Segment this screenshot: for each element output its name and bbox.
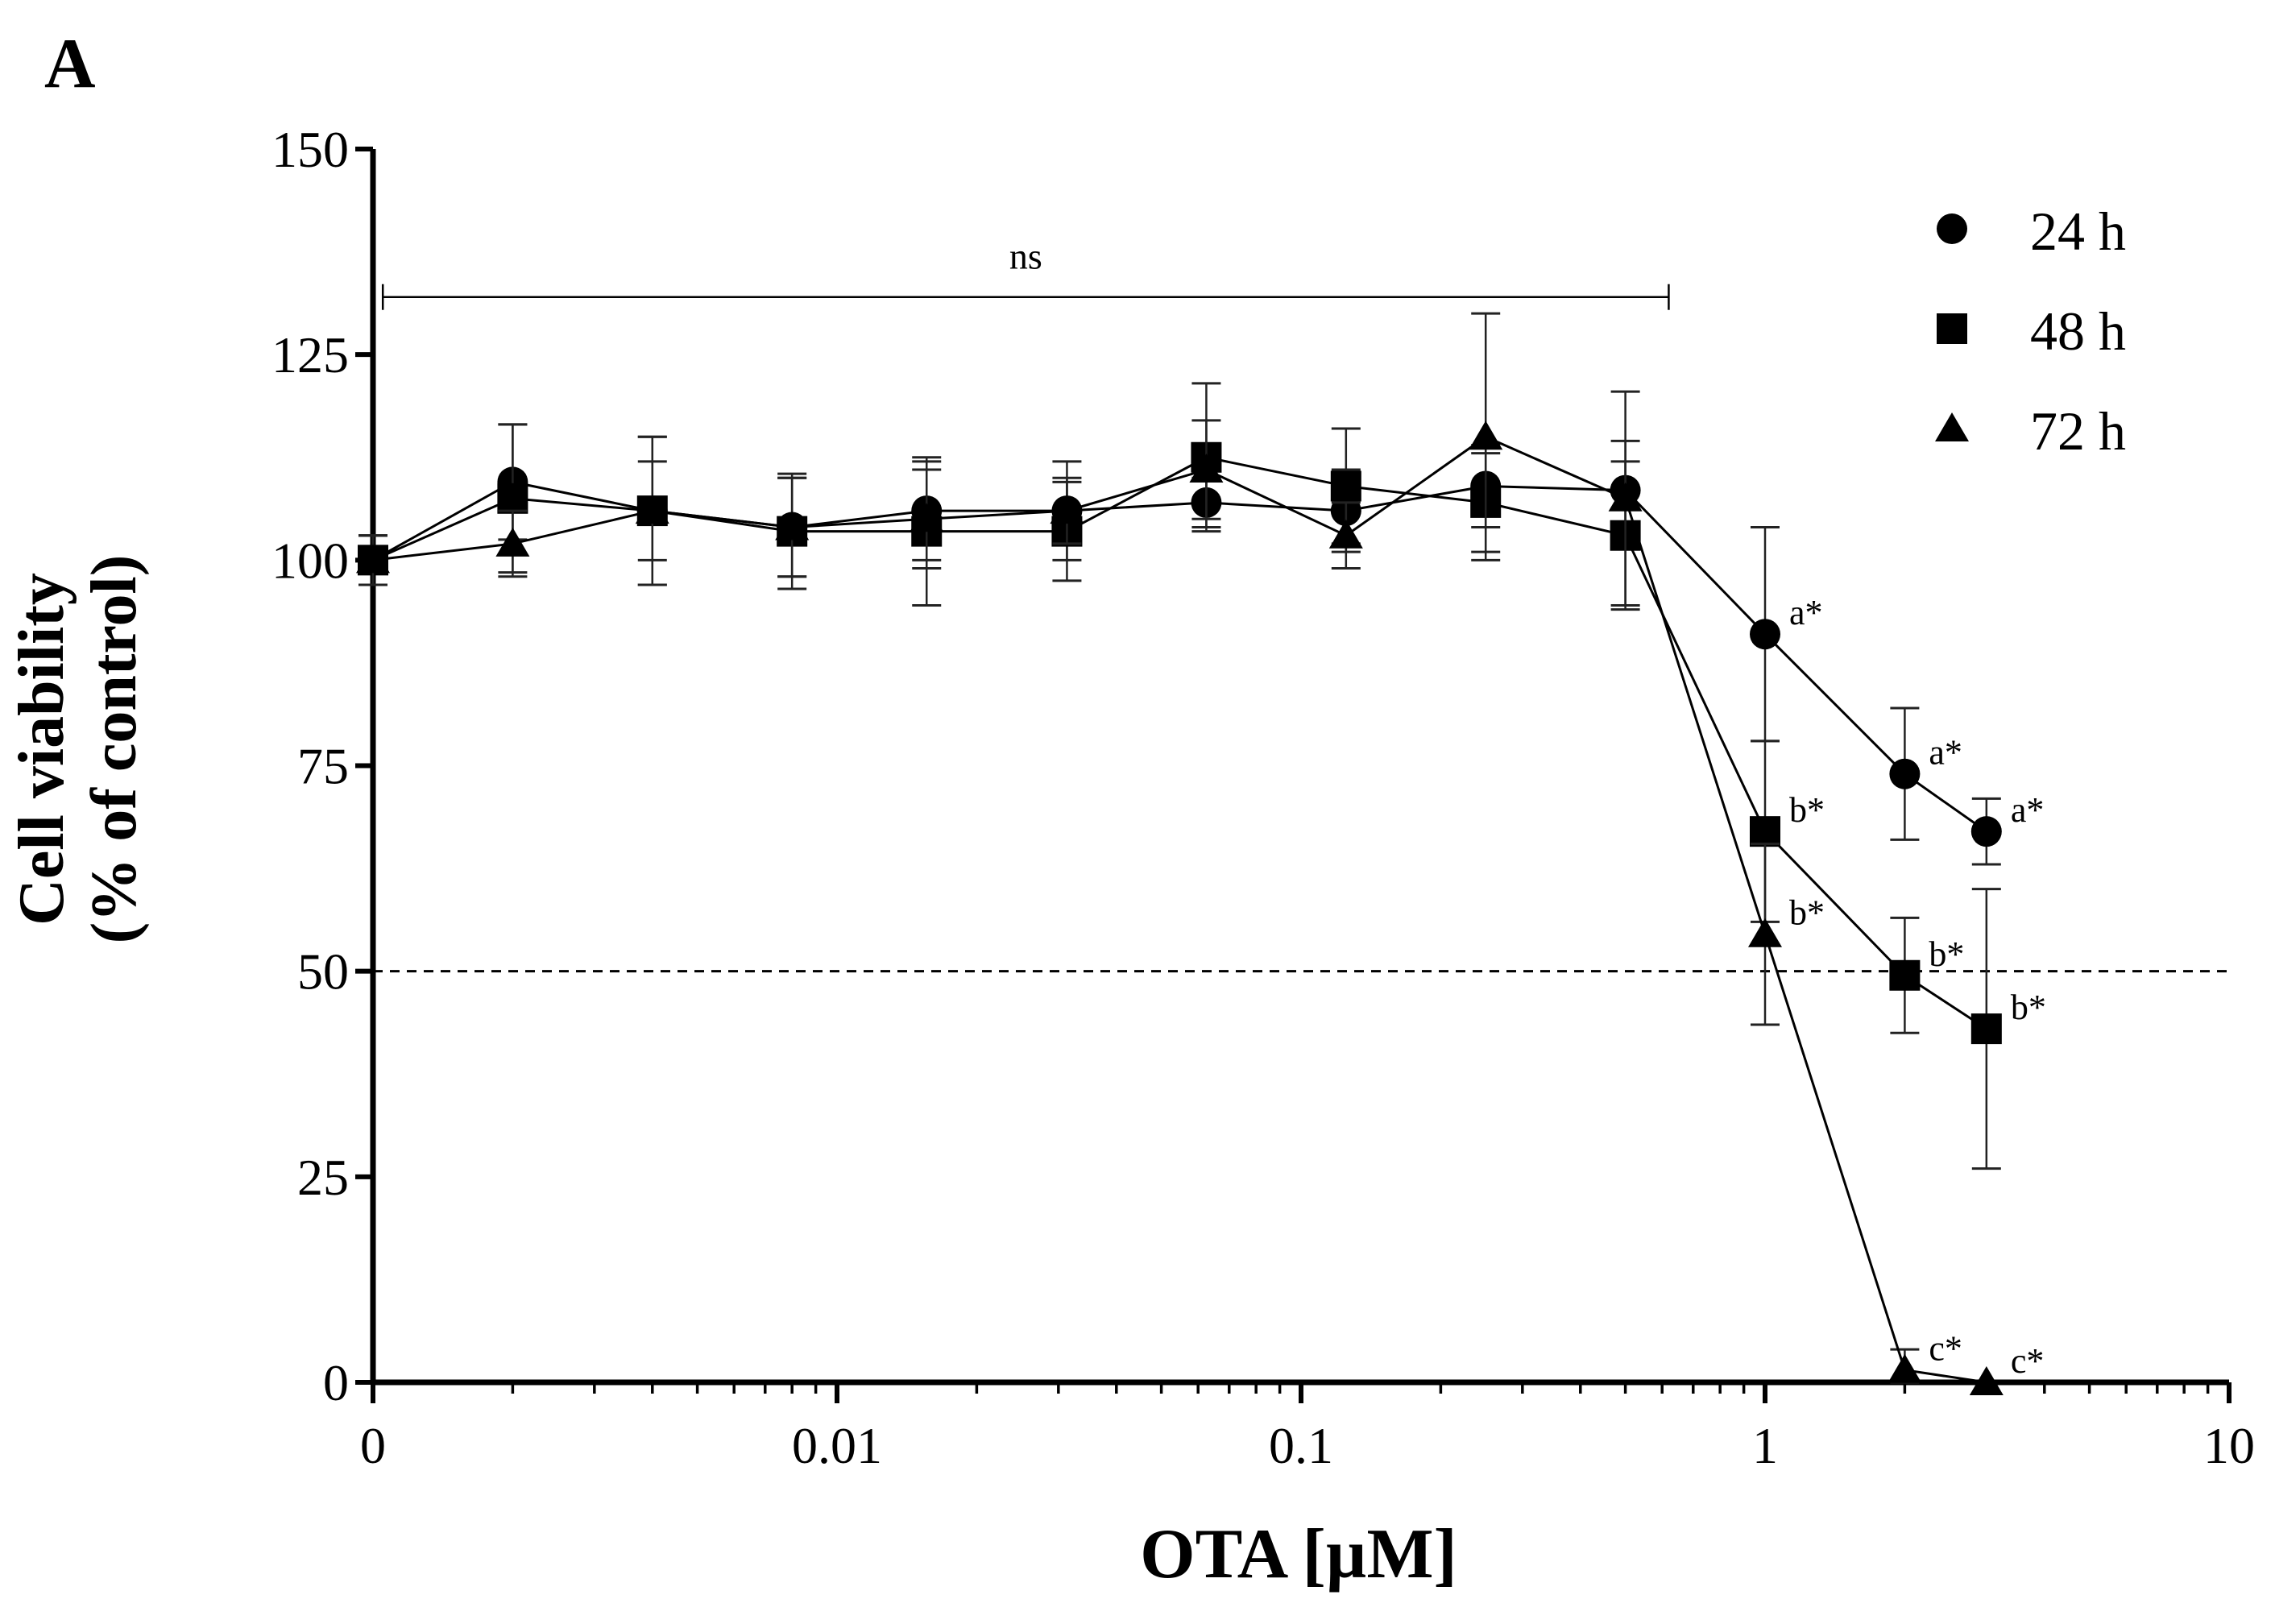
significance-annotation: a* [1929,733,1962,773]
data-point-triangle [775,511,810,541]
x-tick-label: 0 [360,1417,386,1474]
data-point-triangle [635,495,669,524]
series-line [372,435,1987,1384]
y-tick-label: 125 [271,326,349,383]
x-axis-title: OTA [µM] [1140,1515,1457,1593]
y-tick-label: 25 [297,1149,349,1206]
x-tick-label: 1 [1752,1417,1778,1474]
data-point-triangle [1189,454,1224,483]
significance-annotation: c* [1929,1329,1962,1369]
x-tick-label: 0.01 [792,1417,882,1474]
significance-annotation: a* [2011,790,2045,830]
data-point-triangle [1888,1353,1922,1383]
legend-marker-circle [1937,213,1967,244]
legend-marker-square [1937,313,1967,344]
panel-label: A [44,25,96,103]
bracket-label: ns [1009,236,1042,277]
y-axis-title: Cell viability (% of control) [6,555,150,944]
data-point-square [1889,959,1921,991]
y-tick-label: 50 [297,943,349,1000]
data-point-square [497,483,528,514]
significance-bracket: ns [381,236,1670,310]
significance-annotation: b* [1789,790,1825,830]
data-point-square [1750,816,1780,847]
series-layer: a* a* a* b* b* b* b* c* c* [356,312,2046,1395]
data-point-triangle [1050,495,1084,524]
y-axis-title-line1: Cell viability [6,573,77,926]
data-point-square [1330,470,1361,502]
significance-annotation: b* [2011,988,2046,1027]
significance-annotation: a* [1789,593,1823,632]
legend-label: 48 h [2030,300,2126,362]
legend-label: 24 h [2030,201,2126,262]
legend-marker-triangle [1935,412,1969,441]
data-point-circle [1970,816,2002,847]
legend: 24 h 48 h 72 h [1935,201,2126,462]
data-point-triangle [1469,420,1503,450]
y-tick-label: 75 [297,738,349,795]
data-point-triangle [356,544,390,574]
significance-annotation: b* [1929,934,1964,974]
y-tick-label: 150 [271,121,349,178]
legend-label: 72 h [2030,400,2126,462]
significance-annotation: c* [2011,1341,2045,1381]
y-axis-title-line2: (% of control) [79,555,150,944]
data-point-triangle [1328,519,1363,549]
data-point-triangle [910,503,944,532]
data-point-circle [1889,758,1921,789]
significance-annotation: b* [1789,893,1825,933]
data-point-triangle [1608,482,1643,512]
series-72h: b* c* c* [356,312,2045,1395]
series-line [372,456,1987,1030]
y-tick-label: 0 [323,1354,349,1411]
data-point-circle [1750,619,1780,650]
data-point-triangle [1969,1366,2004,1395]
data-point-triangle [1748,918,1782,947]
x-tick-label: 0.1 [1269,1417,1333,1474]
x-tick-label: 10 [2203,1417,2255,1474]
series-line [372,480,1987,833]
data-point-triangle [495,527,530,557]
data-point-square [1970,1013,2002,1045]
y-tick-label: 100 [271,532,349,589]
